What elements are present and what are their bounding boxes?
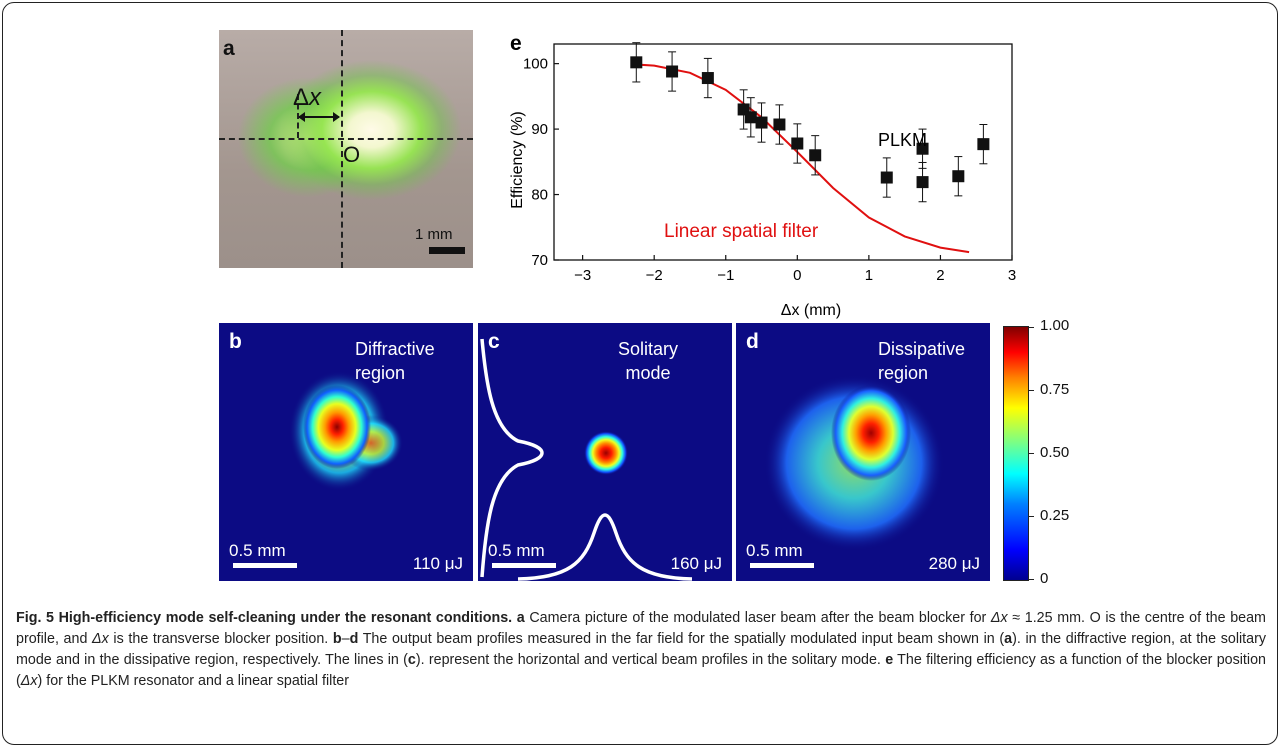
region-label-line1: Diffractive [355,337,435,361]
y-tick-label: 80 [531,187,548,204]
data-point [977,138,989,150]
x-tick-label: 0 [793,267,801,284]
caption-ref-a: a [1004,631,1012,647]
caption-dx: Δx [92,631,109,647]
horizontal-crosshair [219,138,473,140]
scale-bar-label: 0.5 mm [746,541,803,561]
data-point [917,176,929,188]
region-label-line2: region [355,361,435,385]
data-point [756,117,768,129]
y-tick-label: 70 [531,252,548,269]
caption-dash: – [342,631,350,647]
data-point [745,111,757,123]
scale-bar-label: 0.5 mm [488,541,545,561]
caption-text: ) for the PLKM resonator and a linear sp… [38,673,350,689]
scale-bar-label: 1 mm [415,226,453,243]
data-point [791,137,803,149]
data-point [702,72,714,84]
panel-a-camera-image: Δx O 1 mm a [219,30,473,268]
region-label: Solitary mode [618,337,678,386]
region-label: Dissipative region [878,337,965,386]
y-tick-label: 100 [523,56,548,73]
panel-letter-e: e [510,32,522,55]
data-point [773,119,785,131]
caption-text: Camera picture of the modulated laser be… [529,610,991,626]
scale-bar [429,247,465,254]
colorbar-tick [1028,516,1034,517]
scale-bar [750,563,814,568]
panel-letter-d: d [746,331,759,352]
origin-label: O [343,142,360,168]
caption-fig-label: Fig. 5 [16,610,54,626]
colorbar-label: 0 [1040,570,1048,587]
x-axis-label-text: Δx (mm) [781,302,841,319]
scale-bar [233,563,297,568]
colorbar-tick [1028,453,1034,454]
colorbar-label: 1.00 [1040,317,1069,334]
y-axis-label: Efficiency (%) [509,111,526,209]
region-label: Diffractive region [355,337,435,386]
panel-letter-c: c [488,331,500,352]
plkm-points [630,43,989,202]
caption-letter-d: d [350,631,359,647]
data-point [809,149,821,161]
x-tick-label: −3 [574,267,591,284]
caption-letter-b: b [333,631,342,647]
colorbar [1003,326,1029,581]
caption-text: is the transverse blocker position. [109,631,333,647]
colorbar-label: 0.50 [1040,444,1069,461]
data-point [666,65,678,77]
region-label-line1: Dissipative [878,337,965,361]
region-label-line2: region [878,361,965,385]
region-label-line2: mode [618,361,678,385]
colorbar-label: 0.25 [1040,507,1069,524]
data-point [952,170,964,182]
colorbar-tick [1028,390,1034,391]
figure-caption: Fig. 5 High-efficiency mode self-cleanin… [16,608,1266,692]
data-point [881,172,893,184]
scale-bar-label: 0.5 mm [229,541,286,561]
plkm-annotation: PLKM [878,130,927,150]
panel-b-diffractive: b Diffractive region 0.5 mm 110 μJ [219,323,473,581]
x-axis-label: Δx (mm) [781,302,841,319]
pulse-energy: 280 μJ [929,554,980,574]
colorbar-tick [1028,327,1034,328]
colorbar-tick [1028,579,1034,580]
pulse-energy: 110 μJ [413,554,463,574]
caption-letter-e: e [885,652,893,668]
panel-c-solitary: c Solitary mode 0.5 mm 160 μJ [478,323,732,581]
efficiency-chart: −3 −2 −1 0 1 2 3 70 80 90 100 e PLKM Linear spatia… [496,22,1036,322]
delta-x-label: Δx [293,84,321,112]
caption-dx: Δx [991,610,1008,626]
region-label-line1: Solitary [618,337,678,361]
panel-letter-a: a [223,38,235,59]
linear-filter-annotation: Linear spatial filter [664,221,819,242]
panel-letter-b: b [229,331,242,352]
x-tick-label: −2 [646,267,663,284]
delta-x-arrow [299,116,339,118]
scale-bar [492,563,556,568]
caption-title: High-efficiency mode self-cleaning under… [59,610,513,626]
x-tick-label: 1 [865,267,873,284]
caption-ref-c: c [408,652,416,668]
caption-letter-a: a [517,610,525,626]
data-point [630,56,642,68]
y-tick-label: 90 [531,121,548,138]
colorbar-label: 0.75 [1040,381,1069,398]
x-tick-label: 2 [936,267,944,284]
x-tick-label: 3 [1008,267,1016,284]
x-tick-label: −1 [717,267,734,284]
caption-text: The output beam profiles measured in the… [358,631,1004,647]
caption-text: ). represent the horizontal and vertical… [416,652,885,668]
pulse-energy: 160 μJ [671,554,722,574]
panel-d-dissipative: d Dissipative region 0.5 mm 280 μJ [736,323,990,581]
caption-dx: Δx [21,673,38,689]
